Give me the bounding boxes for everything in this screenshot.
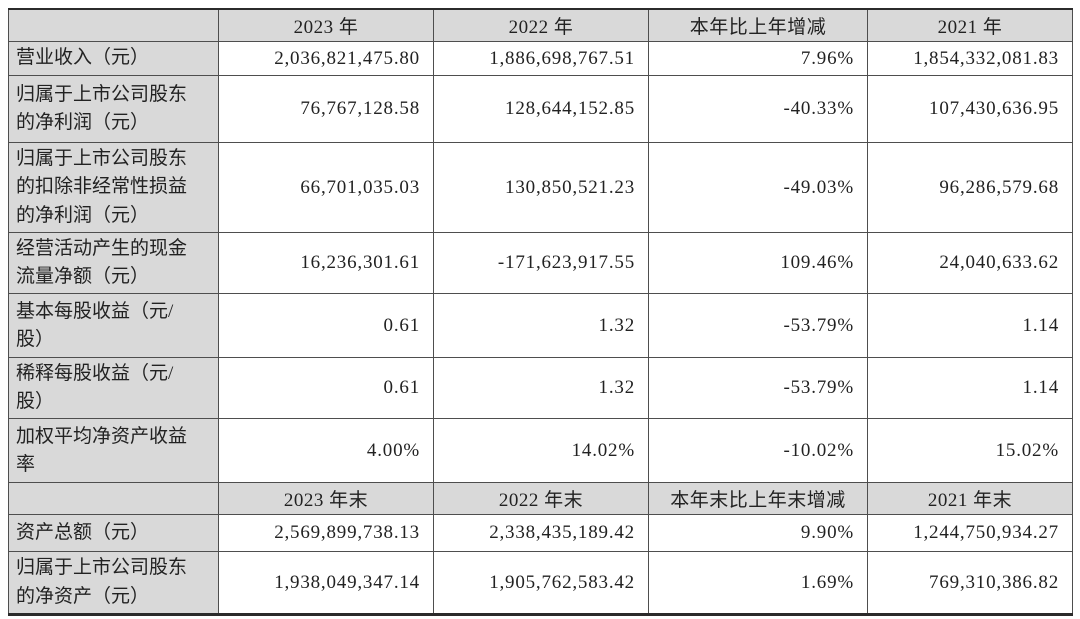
value-2021-cell: 1,854,332,081.83 xyxy=(867,41,1073,76)
value-2022-cell: 14.02% xyxy=(433,418,649,484)
row-net-profit-excl-nonrecurring: 归属于上市公司股东 的扣除非经常性损益 的净利润（元） 66,701,035.0… xyxy=(8,142,1073,233)
row-label-cell: 经营活动产生的现金 流量净额（元） xyxy=(8,231,219,295)
value-2023-cell: 66,701,035.03 xyxy=(218,142,434,233)
value-change-cell: -53.79% xyxy=(648,357,868,420)
yearend-header-row: 2023 年末 2022 年末 本年末比上年末增减 2021 年末 xyxy=(8,482,1073,516)
row-label-cell: 归属于上市公司股东 的净利润（元） xyxy=(8,75,219,143)
value-2022-cell: -171,623,917.55 xyxy=(433,231,649,295)
value-change-cell: -49.03% xyxy=(648,142,868,233)
header-change-cell: 本年比上年增减 xyxy=(648,8,868,42)
value-2022-cell: 1.32 xyxy=(433,293,649,359)
value-2021-cell: 769,310,386.82 xyxy=(867,551,1073,615)
row-total-assets: 资产总额（元） 2,569,899,738.13 2,338,435,189.4… xyxy=(8,514,1073,553)
header-2023-cell: 2023 年 xyxy=(218,8,434,42)
row-net-assets-attributable: 归属于上市公司股东 的净资产（元） 1,938,049,347.14 1,905… xyxy=(8,551,1073,615)
value-change-cell: -40.33% xyxy=(648,75,868,143)
value-change-cell: -10.02% xyxy=(648,418,868,484)
row-label-cell: 资产总额（元） xyxy=(8,514,219,553)
row-label-cell: 归属于上市公司股东 的扣除非经常性损益 的净利润（元） xyxy=(8,142,219,233)
row-net-profit-attributable: 归属于上市公司股东 的净利润（元） 76,767,128.58 128,644,… xyxy=(8,75,1073,143)
value-2023-cell: 1,938,049,347.14 xyxy=(218,551,434,615)
row-basic-eps: 基本每股收益（元/ 股） 0.61 1.32 -53.79% 1.14 xyxy=(8,293,1073,359)
value-2021-cell: 1,244,750,934.27 xyxy=(867,514,1073,553)
value-2023-cell: 0.61 xyxy=(218,357,434,420)
row-diluted-eps: 稀释每股收益（元/ 股） 0.61 1.32 -53.79% 1.14 xyxy=(8,357,1073,420)
header-2023-end-cell: 2023 年末 xyxy=(218,482,434,516)
value-change-cell: 109.46% xyxy=(648,231,868,295)
value-2021-cell: 96,286,579.68 xyxy=(867,142,1073,233)
row-label-cell: 基本每股收益（元/ 股） xyxy=(8,293,219,359)
value-2021-cell: 15.02% xyxy=(867,418,1073,484)
value-2023-cell: 2,036,821,475.80 xyxy=(218,41,434,76)
value-2022-cell: 1,886,698,767.51 xyxy=(433,41,649,76)
value-change-cell: 7.96% xyxy=(648,41,868,76)
value-change-cell: -53.79% xyxy=(648,293,868,359)
financial-summary-table: 2023 年 2022 年 本年比上年增减 2021 年 营业收入（元） 2,0… xyxy=(8,8,1073,616)
value-change-cell: 9.90% xyxy=(648,514,868,553)
annual-header-row: 2023 年 2022 年 本年比上年增减 2021 年 xyxy=(8,8,1073,42)
value-2022-cell: 1.32 xyxy=(433,357,649,420)
value-2023-cell: 2,569,899,738.13 xyxy=(218,514,434,553)
row-label-cell: 加权平均净资产收益 率 xyxy=(8,418,219,484)
value-2023-cell: 16,236,301.61 xyxy=(218,231,434,295)
value-change-cell: 1.69% xyxy=(648,551,868,615)
value-2022-cell: 2,338,435,189.42 xyxy=(433,514,649,553)
row-operating-cash-flow: 经营活动产生的现金 流量净额（元） 16,236,301.61 -171,623… xyxy=(8,231,1073,295)
financial-summary-sheet: 2023 年 2022 年 本年比上年增减 2021 年 营业收入（元） 2,0… xyxy=(8,8,1073,616)
header-2021-cell: 2021 年 xyxy=(867,8,1073,42)
header-blank-cell xyxy=(8,482,219,516)
row-label-cell: 归属于上市公司股东 的净资产（元） xyxy=(8,551,219,615)
header-end-change-cell: 本年末比上年末增减 xyxy=(648,482,868,516)
row-operating-revenue: 营业收入（元） 2,036,821,475.80 1,886,698,767.5… xyxy=(8,41,1073,76)
value-2021-cell: 107,430,636.95 xyxy=(867,75,1073,143)
row-weighted-avg-roe: 加权平均净资产收益 率 4.00% 14.02% -10.02% 15.02% xyxy=(8,418,1073,484)
value-2022-cell: 130,850,521.23 xyxy=(433,142,649,233)
value-2023-cell: 76,767,128.58 xyxy=(218,75,434,143)
value-2022-cell: 128,644,152.85 xyxy=(433,75,649,143)
header-2022-end-cell: 2022 年末 xyxy=(433,482,649,516)
value-2021-cell: 1.14 xyxy=(867,293,1073,359)
header-blank-cell xyxy=(8,8,219,42)
row-label-cell: 稀释每股收益（元/ 股） xyxy=(8,357,219,420)
header-2022-cell: 2022 年 xyxy=(433,8,649,42)
value-2023-cell: 4.00% xyxy=(218,418,434,484)
header-2021-end-cell: 2021 年末 xyxy=(867,482,1073,516)
value-2021-cell: 24,040,633.62 xyxy=(867,231,1073,295)
value-2021-cell: 1.14 xyxy=(867,357,1073,420)
value-2023-cell: 0.61 xyxy=(218,293,434,359)
row-label-cell: 营业收入（元） xyxy=(8,41,219,76)
value-2022-cell: 1,905,762,583.42 xyxy=(433,551,649,615)
